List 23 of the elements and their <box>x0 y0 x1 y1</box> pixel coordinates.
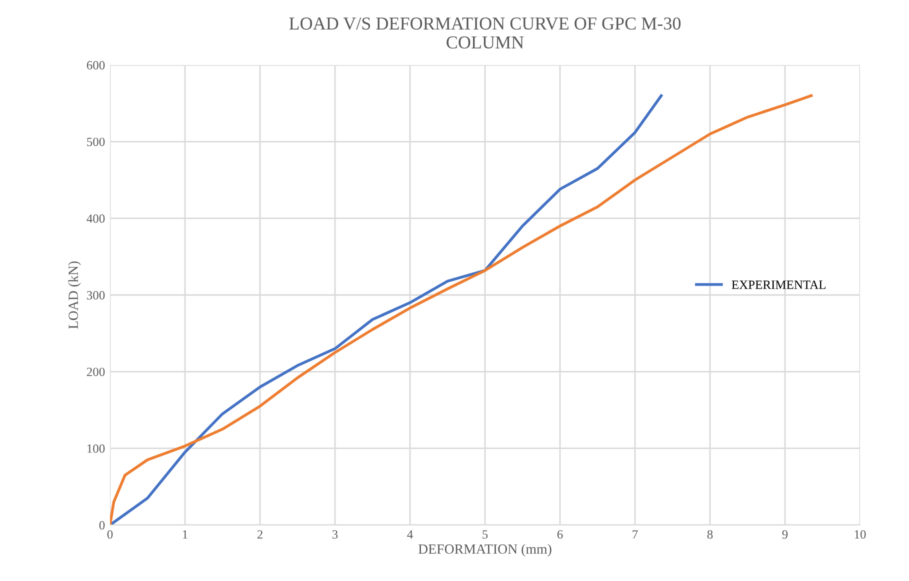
x-tick-label: 4 <box>407 530 413 539</box>
y-axis-title: LOAD (kN) <box>68 261 81 329</box>
x-tick-label: 7 <box>632 530 638 539</box>
x-tick-label: 8 <box>707 530 713 539</box>
y-tick-label: 200 <box>86 368 105 376</box>
x-tick-label: 2 <box>257 530 262 539</box>
y-tick-label: 600 <box>86 61 105 70</box>
x-tick-label: 6 <box>557 530 563 539</box>
chart-title: LOAD V/S DEFORMATION CURVE OF GPC M-30 COLUMN <box>289 17 681 49</box>
x-tick-label: 10 <box>854 530 866 539</box>
y-tick-label: 100 <box>87 444 105 453</box>
y-tick-label: 400 <box>86 214 105 223</box>
y-tick-label: 500 <box>87 138 105 146</box>
y-tick-label: 300 <box>86 291 105 300</box>
x-tick-label: 9 <box>782 530 788 539</box>
y-tick-label: 0 <box>99 521 105 530</box>
x-tick-label: 0 <box>107 530 113 539</box>
x-tick-label: 3 <box>332 530 338 539</box>
x-tick-label: 1 <box>182 530 188 539</box>
x-tick-label: 5 <box>482 530 488 539</box>
line-series <box>110 94 663 525</box>
x-axis-title: DEFORMATION (mm) <box>418 544 552 557</box>
legend-label: EXPERIMENTAL <box>732 280 826 289</box>
